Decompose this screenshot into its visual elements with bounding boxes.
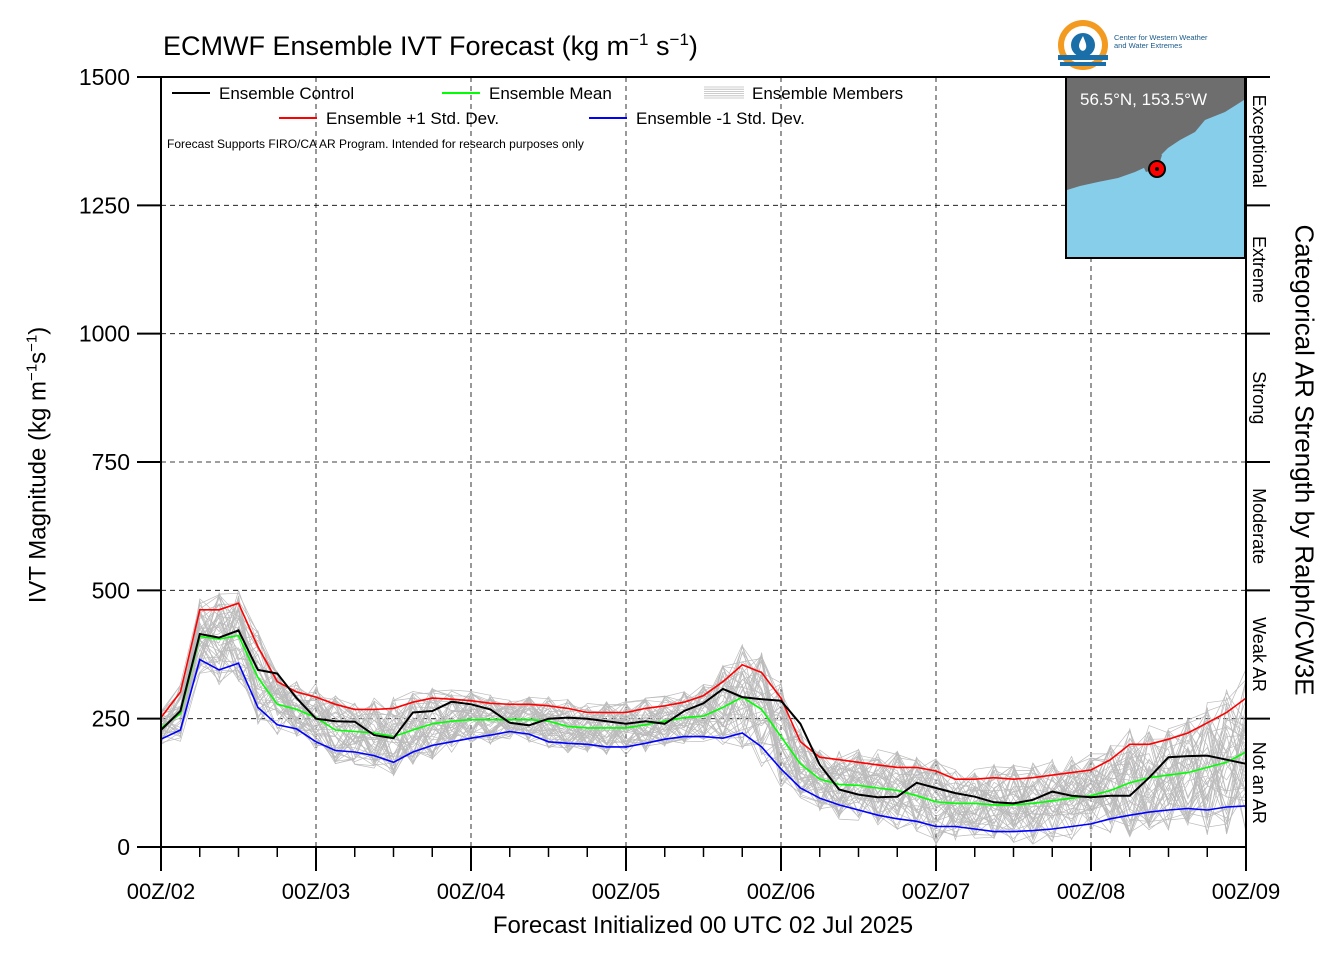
series-line bbox=[160, 634, 1247, 806]
logo-text: Center for Western Weather and Water Extr… bbox=[1114, 33, 1208, 50]
legend-label: Ensemble Mean bbox=[489, 84, 612, 103]
y-tick-label: 500 bbox=[92, 577, 130, 603]
legend: Ensemble Control Ensemble Mean Ensemble +1… bbox=[172, 84, 903, 128]
ensemble-member-line bbox=[160, 618, 1247, 845]
category-label: Extreme bbox=[1249, 236, 1269, 303]
x-tick-label: 00Z/05 bbox=[592, 879, 661, 904]
y-tick-label: 1500 bbox=[79, 64, 130, 90]
chart-title: ECMWF Ensemble IVT Forecast (kg m−1 s−1) bbox=[163, 30, 698, 61]
category-label: Not an AR bbox=[1249, 742, 1269, 824]
x-tick-label: 00Z/06 bbox=[747, 879, 816, 904]
y-axis-label: IVT Magnitude (kg m−1s−1) bbox=[23, 326, 52, 604]
y-tick-label: 0 bbox=[117, 834, 130, 860]
ensemble-members bbox=[160, 589, 1247, 846]
ensemble-member-line bbox=[160, 609, 1247, 830]
inset-land bbox=[1067, 78, 1244, 190]
category-label: Weak AR bbox=[1249, 617, 1269, 692]
ensemble-member-line bbox=[160, 629, 1247, 832]
category-label: Exceptional bbox=[1249, 95, 1269, 188]
legend-label: Ensemble Control bbox=[219, 84, 354, 103]
inset-map bbox=[1065, 76, 1246, 259]
disclaimer-note: Forecast Supports FIRO/CA AR Program. In… bbox=[167, 137, 584, 151]
legend-label: Ensemble Members bbox=[752, 84, 903, 103]
x-tick-label: 00Z/03 bbox=[282, 879, 351, 904]
legend-label: Ensemble +1 Std. Dev. bbox=[326, 109, 499, 128]
right-axis-label: Categorical AR Strength by Ralph/CW3E bbox=[1289, 224, 1320, 696]
x-tick-label: 00Z/07 bbox=[902, 879, 971, 904]
legend-label: Ensemble -1 Std. Dev. bbox=[636, 109, 805, 128]
series-line bbox=[160, 658, 1247, 833]
x-tick-label: 00Z/04 bbox=[437, 879, 506, 904]
series-line bbox=[160, 629, 1247, 805]
ensemble-member-line bbox=[160, 592, 1247, 839]
ensemble-member-line bbox=[160, 595, 1247, 845]
location-marker-dot bbox=[1155, 167, 1159, 171]
x-axis-label: Forecast Initialized 00 UTC 02 Jul 2025 bbox=[492, 912, 914, 939]
ensemble-member-line bbox=[160, 603, 1247, 843]
ensemble-member-line bbox=[160, 627, 1247, 839]
x-tick-label: 00Z/08 bbox=[1057, 879, 1126, 904]
ensemble-member-line bbox=[160, 598, 1247, 826]
category-label: Moderate bbox=[1249, 488, 1269, 564]
x-tick-label: 00Z/02 bbox=[127, 879, 196, 904]
ensemble-member-line bbox=[160, 596, 1247, 845]
ensemble-member-line bbox=[160, 610, 1247, 832]
y-tick-label: 750 bbox=[92, 449, 130, 475]
series-line bbox=[160, 602, 1247, 781]
ensemble-member-line bbox=[160, 644, 1247, 837]
category-label: Strong bbox=[1249, 371, 1269, 424]
cw3e-logo-icon bbox=[1058, 20, 1108, 70]
y-tick-label: 250 bbox=[92, 706, 130, 732]
cw3e-logo: Center for Western Weather and Water Extr… bbox=[1057, 19, 1237, 73]
ensemble-member-line bbox=[160, 625, 1247, 833]
y-tick-label: 1250 bbox=[79, 192, 130, 218]
y-tick-label: 1000 bbox=[79, 321, 130, 347]
x-tick-label: 00Z/09 bbox=[1212, 879, 1281, 904]
ensemble-member-line bbox=[160, 642, 1247, 839]
inset-coordinate-label: 56.5°N, 153.5°W bbox=[1080, 90, 1207, 109]
